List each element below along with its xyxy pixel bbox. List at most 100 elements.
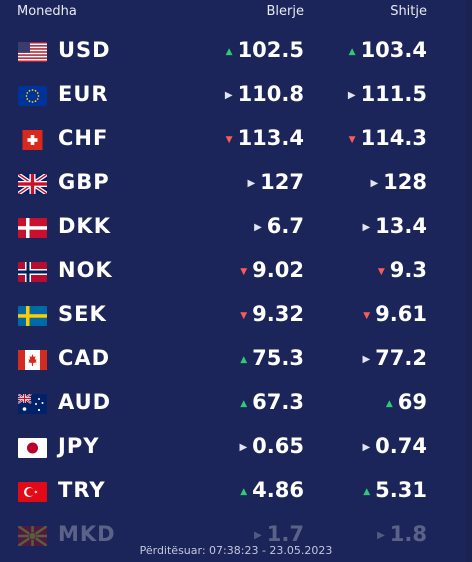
trend-down-icon: ▼: [240, 267, 248, 277]
sell-value: 103.4: [360, 38, 427, 62]
ch-flag-icon: [18, 130, 47, 150]
trend-neutral-icon: ▶: [254, 222, 262, 233]
currency-code: JPY: [58, 434, 100, 458]
rate-row-nok: NOK ▼ 9.02 ▼ 9.3: [0, 250, 472, 294]
currency-code: TRY: [58, 478, 106, 502]
sell-rate: ▼ 114.3: [349, 126, 427, 150]
currency-code: DKK: [58, 214, 111, 238]
trend-up-icon: ▲: [363, 487, 371, 497]
trend-neutral-icon: ▶: [362, 222, 371, 233]
sell-rate: ▲ 103.4: [349, 38, 427, 62]
buy-value: 0.65: [252, 434, 304, 458]
currency-code: MKD: [58, 522, 116, 546]
buy-rate: ▼ 9.02: [240, 258, 304, 282]
currency-code: SEK: [58, 302, 107, 326]
buy-value: 127: [260, 170, 304, 194]
buy-value: 102.5: [237, 38, 304, 62]
sell-rate: ▲ 5.31: [363, 478, 427, 502]
sell-value: 1.8: [389, 522, 427, 546]
buy-rate: ▲ 67.3: [240, 390, 304, 414]
sell-value: 111.5: [360, 82, 427, 106]
currency-code: CHF: [58, 126, 109, 150]
trend-neutral-icon: ▶: [254, 530, 262, 541]
buy-rate: ▲ 75.3: [240, 346, 304, 370]
us-flag-icon: [18, 42, 47, 62]
sell-rate: ▼ 9.61: [363, 302, 427, 326]
buy-rate: ▲ 102.5: [226, 38, 304, 62]
buy-value: 9.32: [252, 302, 304, 326]
rate-row-gbp: GBP ▶ 127 ▶ 128: [0, 162, 472, 206]
rate-row-eur: EUR ▶ 110.8 ▶ 111.5: [0, 74, 472, 118]
buy-value: 4.86: [252, 478, 304, 502]
sell-rate: ▲ 69: [386, 390, 427, 414]
sell-value: 128: [383, 170, 427, 194]
header-currency: Monedha: [17, 4, 77, 19]
scrollbar[interactable]: [466, 0, 472, 562]
trend-neutral-icon: ▶: [362, 442, 371, 453]
rate-row-try: TRY ▲ 4.86 ▲ 5.31: [0, 470, 472, 514]
sell-value: 114.3: [360, 126, 427, 150]
sell-value: 77.2: [375, 346, 427, 370]
currency-code: EUR: [58, 82, 109, 106]
rate-row-sek: SEK ▼ 9.32 ▼ 9.61: [0, 294, 472, 338]
sell-rate: ▶ 0.74: [362, 434, 427, 458]
buy-value: 113.4: [237, 126, 304, 150]
buy-rate: ▶ 1.7: [254, 522, 304, 546]
trend-neutral-icon: ▶: [239, 442, 248, 453]
rate-row-cad: CAD ▲ 75.3 ▶ 77.2: [0, 338, 472, 382]
eu-flag-icon: [18, 86, 47, 106]
se-flag-icon: [18, 306, 47, 326]
sell-value: 9.3: [389, 258, 427, 282]
gb-flag-icon: [18, 174, 47, 194]
trend-down-icon: ▼: [240, 311, 248, 321]
table-header: Monedha Blerje Shitje: [0, 0, 472, 30]
buy-rate: ▶ 0.65: [239, 434, 304, 458]
sell-value: 9.61: [375, 302, 427, 326]
sell-value: 13.4: [375, 214, 427, 238]
currency-code: NOK: [58, 258, 113, 282]
currency-code: CAD: [58, 346, 111, 370]
header-sell: Shitje: [390, 4, 427, 19]
buy-rate: ▲ 4.86: [240, 478, 304, 502]
trend-down-icon: ▼: [225, 135, 233, 145]
rate-row-dkk: DKK ▶ 6.7 ▶ 13.4: [0, 206, 472, 250]
no-flag-icon: [18, 262, 47, 282]
trend-neutral-icon: ▶: [377, 530, 385, 541]
au-flag-icon: [18, 394, 47, 414]
buy-value: 75.3: [252, 346, 304, 370]
rate-row-chf: CHF ▼ 113.4 ▼ 114.3: [0, 118, 472, 162]
trend-up-icon: ▲: [385, 399, 393, 409]
rate-row-aud: AUD ▲ 67.3 ▲ 69: [0, 382, 472, 426]
sell-rate: ▶ 111.5: [348, 82, 427, 106]
currency-code: USD: [58, 38, 111, 62]
buy-value: 67.3: [252, 390, 304, 414]
buy-rate: ▶ 127: [247, 170, 304, 194]
trend-neutral-icon: ▶: [247, 178, 256, 189]
trend-up-icon: ▲: [240, 355, 248, 365]
trend-neutral-icon: ▶: [362, 354, 371, 365]
buy-rate: ▼ 9.32: [240, 302, 304, 326]
trend-up-icon: ▲: [225, 47, 233, 57]
trend-down-icon: ▼: [363, 311, 371, 321]
rates-list: USD ▲ 102.5 ▲ 103.4 EUR ▶ 110.8 ▶ 111.5 CHF ▼ 113.4 ▼…: [0, 30, 472, 558]
trend-down-icon: ▼: [377, 267, 385, 277]
updated-timestamp: Përditësuar: 07:38:23 - 23.05.2023: [139, 544, 333, 557]
trend-neutral-icon: ▶: [224, 90, 233, 101]
sell-rate: ▶ 1.8: [377, 522, 427, 546]
sell-rate: ▼ 9.3: [378, 258, 427, 282]
trend-up-icon: ▲: [348, 47, 356, 57]
sell-rate: ▶ 77.2: [362, 346, 427, 370]
buy-rate: ▼ 113.4: [226, 126, 304, 150]
trend-neutral-icon: ▶: [347, 90, 356, 101]
currency-code: GBP: [58, 170, 110, 194]
sell-value: 5.31: [375, 478, 427, 502]
sell-rate: ▶ 13.4: [362, 214, 427, 238]
header-buy: Blerje: [266, 4, 304, 19]
sell-rate: ▶ 128: [370, 170, 427, 194]
buy-rate: ▶ 110.8: [225, 82, 304, 106]
sell-value: 0.74: [375, 434, 427, 458]
buy-rate: ▶ 6.7: [254, 214, 304, 238]
tr-flag-icon: [18, 482, 47, 502]
currency-code: AUD: [58, 390, 112, 414]
dk-flag-icon: [18, 218, 47, 238]
